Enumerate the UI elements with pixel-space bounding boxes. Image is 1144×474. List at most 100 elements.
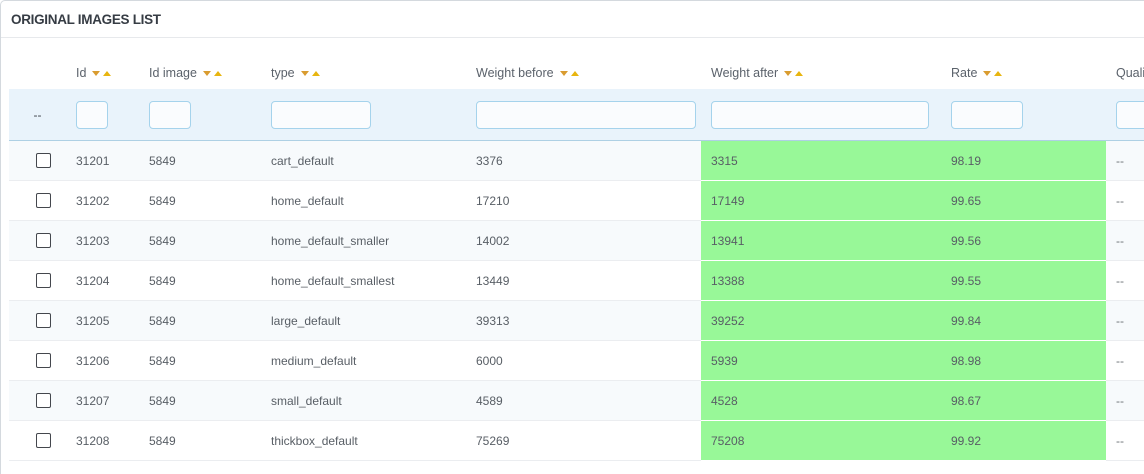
- cell-id-image: 5849: [139, 221, 261, 261]
- sort-asc-icon[interactable]: [994, 70, 1003, 76]
- cell-quality: --: [1106, 341, 1144, 381]
- cell-weight-before: 14002: [466, 221, 701, 261]
- cell-weight-before: 17210: [466, 181, 701, 221]
- filter-input-weight-after[interactable]: [711, 100, 929, 129]
- cell-rate: 99.92: [941, 421, 1106, 461]
- cell-quality: --: [1106, 181, 1144, 221]
- cell-checkbox: [9, 381, 66, 421]
- cell-rate: 99.55: [941, 261, 1106, 301]
- filter-input-id-image[interactable]: [149, 100, 191, 129]
- cell-id: 31205: [66, 301, 139, 341]
- cell-quality: --: [1106, 261, 1144, 301]
- filter-cell-weight-before: [466, 89, 701, 141]
- row-checkbox[interactable]: [36, 273, 51, 289]
- cell-weight-after: 5939: [701, 341, 941, 381]
- filter-cell-id: [66, 89, 139, 141]
- sort-asc-icon[interactable]: [213, 70, 222, 76]
- cell-checkbox: [9, 181, 66, 221]
- sort-desc-icon[interactable]: [559, 70, 568, 76]
- column-header-id[interactable]: Id: [66, 56, 139, 89]
- cell-type: home_default_smaller: [261, 221, 466, 261]
- cell-checkbox: [9, 301, 66, 341]
- sort-asc-icon[interactable]: [795, 70, 804, 76]
- cell-rate: 99.65: [941, 181, 1106, 221]
- cell-weight-before: 6000: [466, 341, 701, 381]
- filter-cell-id-image: [139, 89, 261, 141]
- column-header-weight-before[interactable]: Weight before: [466, 56, 701, 89]
- cell-weight-before: 3376: [466, 141, 701, 181]
- cell-weight-after: 13388: [701, 261, 941, 301]
- cell-weight-after: 4528: [701, 381, 941, 421]
- column-header-weight-after[interactable]: Weight after: [701, 56, 941, 89]
- images-table: Id Id image type Weight before Weight af…: [9, 56, 1144, 461]
- cell-quality: --: [1106, 301, 1144, 341]
- sort-asc-icon[interactable]: [103, 70, 112, 76]
- row-checkbox[interactable]: [36, 433, 51, 449]
- cell-weight-after: 75208: [701, 421, 941, 461]
- column-label: Quality: [1116, 65, 1144, 80]
- column-header-type[interactable]: type: [261, 56, 466, 89]
- column-label: type: [271, 65, 295, 80]
- cell-id: 31204: [66, 261, 139, 301]
- table-row: 31207 5849 small_default 4589 4528 98.67…: [9, 381, 1144, 421]
- table-row: 31206 5849 medium_default 6000 5939 98.9…: [9, 341, 1144, 381]
- cell-type: thickbox_default: [261, 421, 466, 461]
- cell-rate: 98.19: [941, 141, 1106, 181]
- cell-checkbox: [9, 421, 66, 461]
- cell-rate: 98.98: [941, 341, 1106, 381]
- filter-input-quality[interactable]: [1116, 100, 1144, 129]
- filter-input-type[interactable]: [271, 100, 371, 129]
- table-row: 31204 5849 home_default_smallest 13449 1…: [9, 261, 1144, 301]
- column-label: Rate: [951, 65, 978, 80]
- cell-type: cart_default: [261, 141, 466, 181]
- cell-weight-after: 3315: [701, 141, 941, 181]
- row-checkbox[interactable]: [36, 193, 51, 209]
- table-row: 31201 5849 cart_default 3376 3315 98.19 …: [9, 141, 1144, 181]
- row-checkbox[interactable]: [36, 233, 51, 249]
- sort-desc-icon[interactable]: [983, 70, 992, 76]
- table-row: 31203 5849 home_default_smaller 14002 13…: [9, 221, 1144, 261]
- column-header-quality[interactable]: Quality: [1106, 56, 1144, 89]
- column-label: Weight before: [476, 65, 554, 80]
- row-checkbox[interactable]: [36, 153, 51, 169]
- cell-weight-after: 39252: [701, 301, 941, 341]
- column-header-rate[interactable]: Rate: [941, 56, 1106, 89]
- cell-id: 31207: [66, 381, 139, 421]
- sort-asc-icon[interactable]: [311, 70, 320, 76]
- sort-desc-icon[interactable]: [202, 70, 211, 76]
- cell-weight-before: 4589: [466, 381, 701, 421]
- row-checkbox[interactable]: [36, 393, 51, 409]
- filter-input-weight-before[interactable]: [476, 100, 696, 129]
- panel-title: ORIGINAL IMAGES LIST: [1, 1, 1144, 38]
- filter-cell-weight-after: [701, 89, 941, 141]
- sort-desc-icon[interactable]: [92, 70, 101, 76]
- cell-type: home_default: [261, 181, 466, 221]
- sort-desc-icon[interactable]: [784, 70, 793, 76]
- sort-desc-icon[interactable]: [300, 70, 309, 76]
- row-checkbox[interactable]: [36, 313, 51, 329]
- cell-checkbox: [9, 221, 66, 261]
- cell-checkbox: [9, 341, 66, 381]
- cell-id: 31203: [66, 221, 139, 261]
- cell-id-image: 5849: [139, 301, 261, 341]
- filter-input-rate[interactable]: [951, 100, 1023, 129]
- sort-asc-icon[interactable]: [570, 70, 579, 76]
- cell-type: small_default: [261, 381, 466, 421]
- cell-id-image: 5849: [139, 381, 261, 421]
- cell-id: 31202: [66, 181, 139, 221]
- cell-rate: 99.84: [941, 301, 1106, 341]
- filter-input-id[interactable]: [76, 100, 108, 129]
- cell-id: 31201: [66, 141, 139, 181]
- cell-id-image: 5849: [139, 421, 261, 461]
- cell-quality: --: [1106, 381, 1144, 421]
- cell-type: home_default_smallest: [261, 261, 466, 301]
- cell-id: 31206: [66, 341, 139, 381]
- row-checkbox[interactable]: [36, 353, 51, 369]
- column-header-checkbox: [9, 56, 66, 89]
- table-row: 31202 5849 home_default 17210 17149 99.6…: [9, 181, 1144, 221]
- cell-id: 31208: [66, 421, 139, 461]
- column-header-id-image[interactable]: Id image: [139, 56, 261, 89]
- table-row: 31205 5849 large_default 39313 39252 99.…: [9, 301, 1144, 341]
- cell-id-image: 5849: [139, 181, 261, 221]
